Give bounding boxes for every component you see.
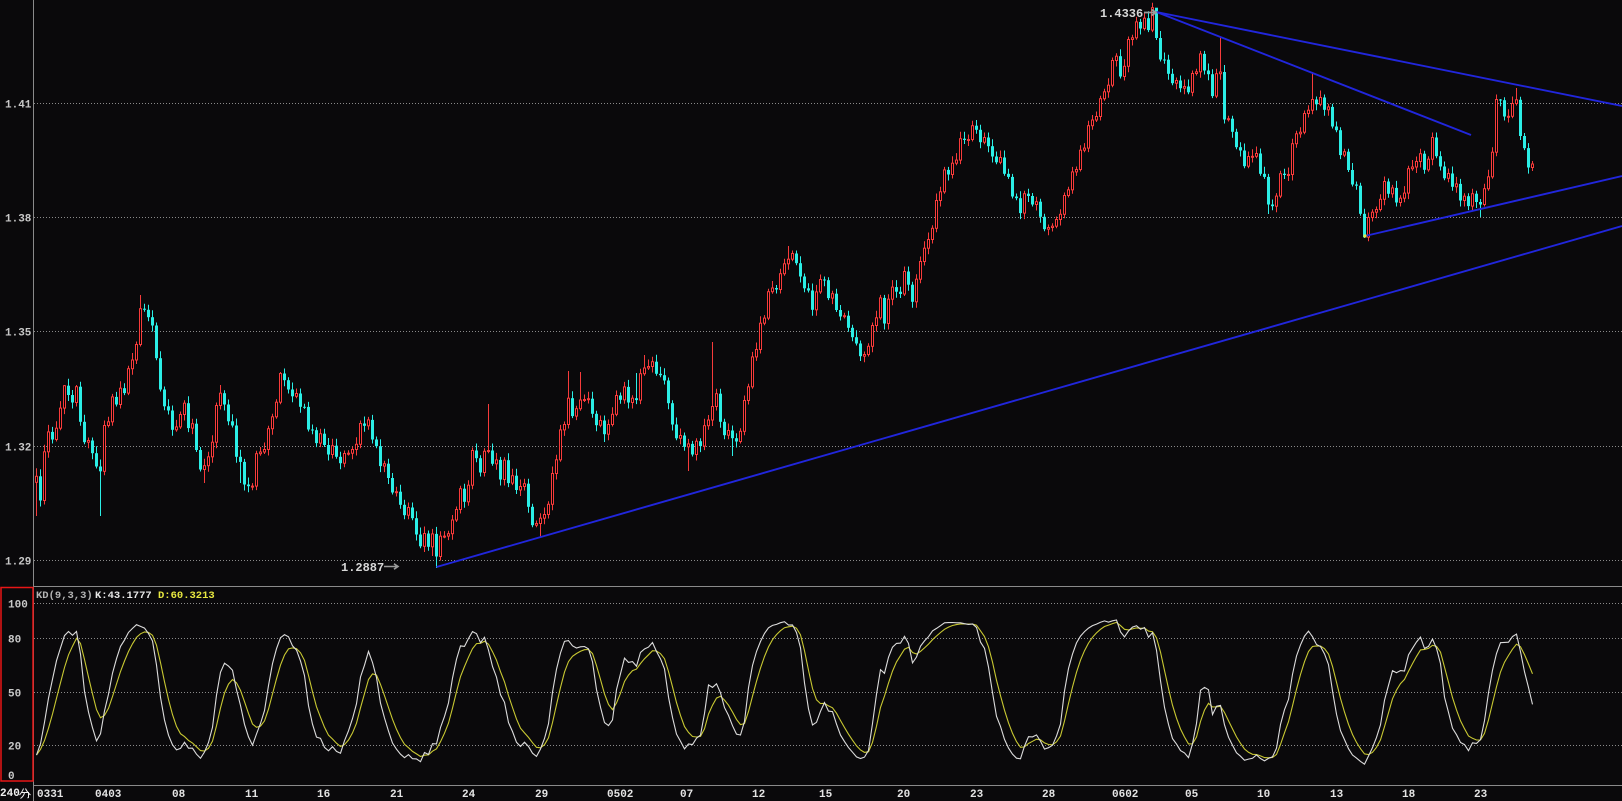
svg-text:15: 15 xyxy=(819,789,833,801)
svg-text:0331: 0331 xyxy=(37,789,64,801)
svg-text:1.32: 1.32 xyxy=(5,443,31,455)
svg-text:80: 80 xyxy=(8,635,21,647)
svg-text:1.2887: 1.2887 xyxy=(341,561,384,575)
svg-text:KD(9,3,3): KD(9,3,3) xyxy=(36,590,93,602)
svg-text:20: 20 xyxy=(897,789,910,801)
svg-text:K:43.1777: K:43.1777 xyxy=(95,590,152,602)
svg-text:05: 05 xyxy=(1185,789,1199,801)
svg-text:13: 13 xyxy=(1330,789,1344,801)
svg-text:1.35: 1.35 xyxy=(5,328,32,340)
svg-text:1.4336: 1.4336 xyxy=(1100,7,1143,21)
svg-text:16: 16 xyxy=(317,789,330,801)
svg-text:1.38: 1.38 xyxy=(5,214,32,226)
svg-text:08: 08 xyxy=(172,789,186,801)
svg-text:24: 24 xyxy=(462,789,476,801)
svg-text:23: 23 xyxy=(1474,789,1488,801)
svg-text:23: 23 xyxy=(970,789,984,801)
svg-text:18: 18 xyxy=(1402,789,1416,801)
svg-text:29: 29 xyxy=(535,789,548,801)
svg-text:50: 50 xyxy=(8,689,21,701)
svg-text:11: 11 xyxy=(245,789,259,801)
svg-text:12: 12 xyxy=(752,789,765,801)
svg-text:0: 0 xyxy=(8,771,15,783)
svg-text:28: 28 xyxy=(1042,789,1056,801)
svg-text:21: 21 xyxy=(390,789,404,801)
svg-text:100: 100 xyxy=(8,600,28,612)
svg-text:20: 20 xyxy=(8,742,21,754)
svg-text:1.29: 1.29 xyxy=(5,557,31,569)
svg-text:1.41: 1.41 xyxy=(5,100,32,112)
svg-text:0403: 0403 xyxy=(95,789,122,801)
svg-text:07: 07 xyxy=(680,789,693,801)
svg-text:240: 240 xyxy=(0,788,20,800)
svg-text:0602: 0602 xyxy=(1112,789,1138,801)
svg-text:0502: 0502 xyxy=(607,789,633,801)
svg-text:10: 10 xyxy=(1257,789,1270,801)
svg-text:D:60.3213: D:60.3213 xyxy=(158,590,215,602)
